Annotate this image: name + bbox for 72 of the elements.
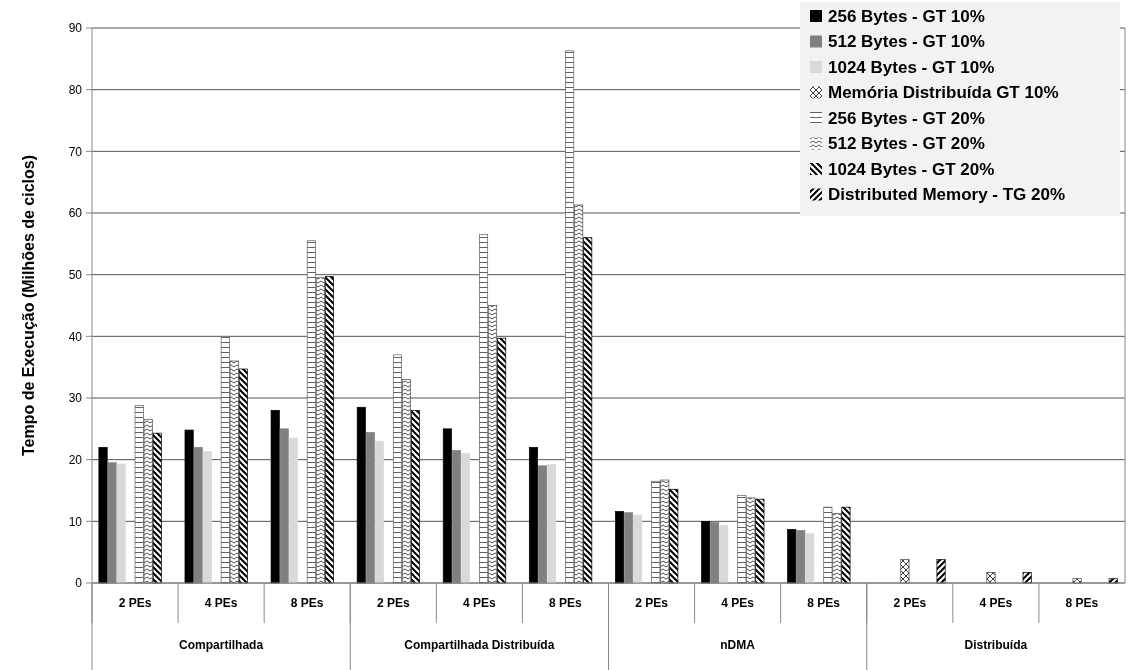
bar (936, 559, 946, 584)
bar (805, 533, 815, 584)
bar (315, 277, 325, 584)
bar (152, 432, 162, 584)
x-tick-label: 4 PEs (463, 596, 497, 611)
bar (184, 429, 194, 584)
x-tick-label: 8 PEs (807, 596, 841, 611)
x-tick-label: 8 PEs (1065, 596, 1099, 611)
bar (143, 419, 153, 584)
bar (229, 360, 239, 584)
x-tick-label: 2 PEs (376, 596, 410, 611)
y-tick-label: 90 (68, 21, 83, 36)
x-tick-label: 8 PEs (549, 596, 583, 611)
bar (324, 276, 334, 584)
bar (288, 437, 298, 584)
x-tick-label: 8 PEs (290, 596, 324, 611)
bar (719, 525, 729, 584)
bar (660, 479, 670, 584)
bar (547, 464, 557, 584)
legend-label: 512 Bytes - GT 10% (828, 32, 985, 52)
y-tick-label: 20 (68, 452, 83, 467)
bar (411, 409, 421, 584)
bar (701, 520, 711, 584)
bar (98, 446, 108, 584)
y-tick-label: 40 (68, 329, 83, 344)
y-tick-label: 30 (68, 391, 83, 406)
legend-label: 1024 Bytes - GT 20% (828, 159, 995, 179)
legend-label: Distributed Memory - TG 20% (828, 185, 1066, 205)
bar (832, 512, 842, 584)
y-tick-label: 10 (68, 514, 83, 529)
bar (615, 511, 625, 584)
bar (755, 498, 765, 584)
text: nDMA (720, 638, 756, 653)
bar (202, 451, 212, 584)
bar (497, 337, 507, 584)
text: Compartilhada (179, 638, 264, 653)
bar (528, 446, 538, 584)
bar (986, 572, 996, 584)
bar (270, 409, 280, 584)
bar (374, 440, 384, 584)
text: Distribuída (964, 638, 1028, 653)
x-tick-label: 2 PEs (118, 596, 152, 611)
x-tick-label: 4 PEs (721, 596, 755, 611)
y-tick-label: 70 (68, 144, 83, 159)
bar (841, 506, 851, 584)
y-tick-label: 60 (68, 206, 83, 221)
bar (583, 237, 593, 584)
x-tick-label: 2 PEs (635, 596, 669, 611)
bar (238, 368, 248, 584)
bar (1022, 572, 1032, 584)
y-tick-label: 50 (68, 267, 83, 282)
legend-label: 256 Bytes - GT 20% (828, 108, 985, 128)
x-tick-label: 4 PEs (204, 596, 238, 611)
y-tick-label: 80 (68, 82, 83, 97)
bar (460, 453, 470, 584)
bar (442, 428, 452, 584)
text: Compartilhada Distribuída (404, 638, 555, 653)
y-axis-title: Tempo de Execução (Milhões de ciclos) (19, 154, 37, 457)
bar (746, 497, 756, 584)
bar (669, 488, 679, 584)
legend-label: Memória Distribuída GT 10% (828, 83, 1059, 103)
bar (633, 514, 643, 584)
legend-label: 256 Bytes - GT 10% (828, 6, 985, 26)
x-tick-label: 2 PEs (893, 596, 927, 611)
bar (116, 463, 126, 584)
legend-label: 512 Bytes - GT 20% (828, 134, 985, 154)
y-tick-label: 0 (75, 576, 83, 591)
legend-label: 1024 Bytes - GT 10% (828, 57, 995, 77)
bar (900, 559, 910, 584)
bar (356, 406, 366, 584)
x-tick-label: 4 PEs (979, 596, 1013, 611)
bar (787, 529, 797, 584)
